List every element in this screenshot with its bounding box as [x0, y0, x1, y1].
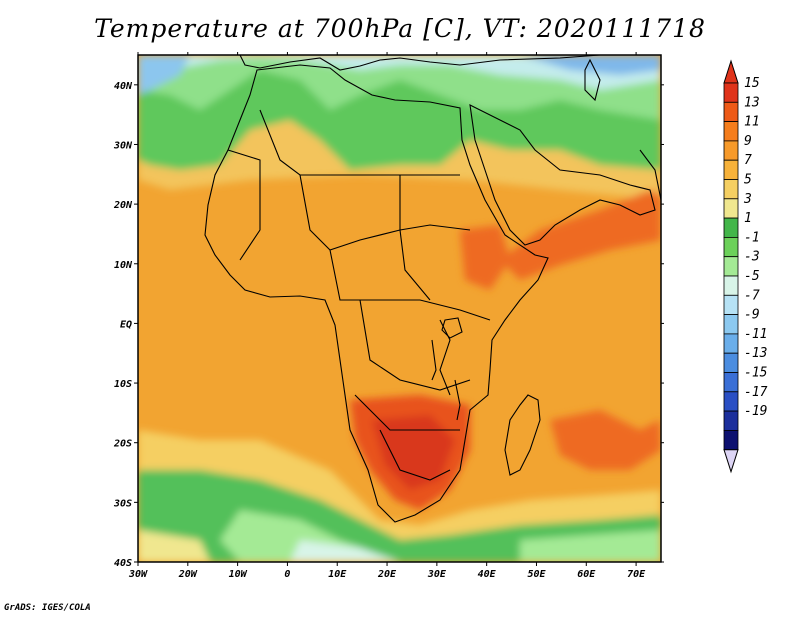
colorbar-segment: [723, 101, 739, 123]
lon-tick-label: 50E: [527, 569, 546, 580]
colorbar-label: -13: [744, 346, 767, 361]
colorbar-segment: [723, 429, 739, 451]
lat-tick-label: EQ: [120, 319, 132, 330]
lon-tick-label: 40E: [478, 569, 497, 580]
colorbar-label: -7: [744, 288, 760, 303]
colorbar-segment: [723, 372, 739, 393]
field-south-cyan: [290, 540, 400, 562]
africa-coastline: [204, 64, 549, 523]
border-9: [439, 319, 451, 396]
colorbar-label: 1: [744, 211, 752, 226]
colorbar-segment: [723, 314, 739, 335]
lon-tick-label: 30E: [427, 569, 447, 580]
lake-tanganyika: [431, 339, 437, 381]
lon-tick-label: 60E: [577, 569, 596, 580]
lon-tick-label: 0: [284, 569, 290, 580]
india-coastline: [639, 149, 661, 201]
field-north-blue: [520, 55, 661, 75]
colorbar-segment: [723, 179, 739, 200]
lon-tick-label: 70E: [627, 569, 646, 580]
europe-coastline: [239, 55, 601, 71]
axis-ticks: 30W 20W 10W 0 10E 20E 30E 40E 50E 60E 70E 40N 30N 20N…: [113, 52, 664, 580]
field-north-cyan: [138, 55, 661, 90]
lake-malawi: [454, 379, 461, 421]
temperature-field: [138, 55, 661, 562]
lat-tick-label: 30N: [113, 140, 133, 151]
coastlines: [204, 55, 661, 523]
colorbar-segment: [723, 159, 739, 180]
field-horn-warm: [460, 225, 510, 290]
colorbar-segment: [723, 217, 739, 238]
border-1: [259, 109, 460, 176]
colorbar-segment: [723, 410, 739, 431]
border-4: [359, 299, 471, 391]
colorbar-label: 7: [744, 153, 752, 168]
colorbar-label: 15: [744, 76, 760, 91]
grads-credit: GrADS: IGES/COLA: [4, 603, 91, 613]
arabia-coastline: [469, 104, 656, 246]
lat-tick-label: 20S: [113, 439, 132, 450]
field-south-hot2: [372, 415, 455, 490]
colorbar-label: -5: [744, 269, 760, 284]
map-title: Temperature at 700hPa [C], VT: 202011171…: [94, 14, 706, 43]
border-3: [329, 249, 491, 321]
caspian: [584, 58, 601, 102]
field-southwest-yellow: [138, 530, 210, 562]
field-southeast-lightgreen: [520, 530, 661, 562]
lat-tick-label: 40N: [114, 81, 133, 92]
colorbar-label: -1: [744, 230, 760, 245]
madagascar-coastline: [504, 394, 541, 476]
colorbar-label: -15: [744, 366, 768, 381]
border-8: [399, 175, 431, 301]
colorbar-label: -11: [744, 327, 767, 342]
colorbar-segment: [723, 198, 739, 219]
border-2: [299, 174, 471, 251]
colorbar-segment: [723, 275, 739, 296]
colorbar-segment: [723, 391, 739, 412]
colorbar-label: -19: [744, 404, 767, 419]
field-madagascar-warm: [550, 410, 661, 470]
colorbar: 15 13 11 9 7 5 3 1 -1 -3 -5 -7 -9 -11 -13 -15 -17 -19: [723, 59, 768, 474]
lake-victoria: [441, 317, 463, 339]
colorbar-label: 9: [744, 134, 752, 149]
field-northwest-blue: [138, 55, 190, 95]
lon-tick-label: 30W: [128, 569, 148, 580]
lat-tick-label: 10S: [114, 379, 132, 390]
lon-tick-label: 10E: [328, 569, 347, 580]
lat-tick-label: 20N: [113, 200, 133, 211]
lat-tick-label: 40S: [114, 558, 132, 569]
colorbar-label: 13: [744, 95, 760, 110]
field-arabian-warm: [500, 190, 661, 280]
map-frame: [137, 54, 662, 563]
colorbar-segment: [723, 256, 739, 277]
colorbar-segment: [723, 140, 739, 161]
colorbar-segment: [723, 294, 739, 315]
border-5: [354, 394, 460, 431]
lon-tick-label: 20W: [178, 569, 198, 580]
colorbar-top-arrow: [723, 59, 739, 84]
lat-tick-label: 30S: [113, 498, 132, 509]
colorbar-segment: [723, 121, 739, 142]
colorbar-label: -17: [744, 385, 768, 400]
lat-tick-label: 10N: [114, 260, 133, 271]
colorbar-label: -9: [744, 308, 760, 323]
lon-tick-label: 10W: [229, 569, 248, 580]
colorbar-bottom-arrow: [723, 449, 739, 474]
colorbar-label: 11: [744, 115, 760, 130]
colorbar-segment: [723, 333, 739, 354]
lon-tick-label: 20E: [377, 569, 397, 580]
colorbar-segment: [723, 82, 739, 103]
colorbar-label: 3: [743, 192, 752, 207]
colorbar-segment: [723, 236, 739, 258]
border-6: [379, 429, 451, 481]
border-7: [227, 149, 261, 261]
colorbar-label: -3: [744, 250, 760, 265]
colorbar-label: 5: [744, 173, 752, 188]
colorbar-segment: [723, 352, 739, 373]
